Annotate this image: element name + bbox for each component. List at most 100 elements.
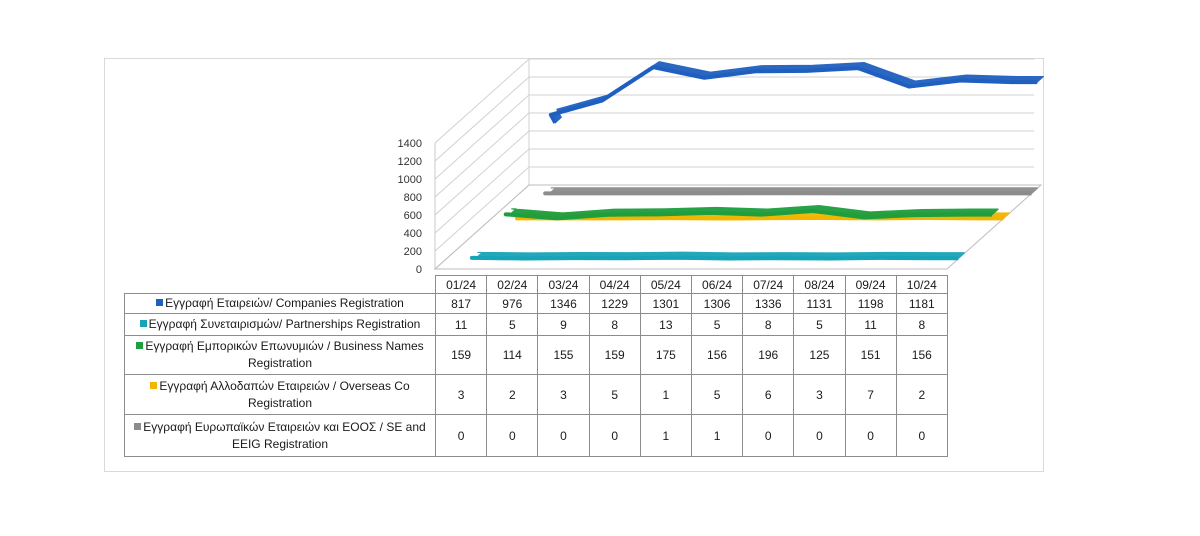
- data-label: 114: [486, 335, 539, 375]
- table-row: Εγγραφή Ευρωπαϊκών Εταιρειών και ΕΟΟΣ / …: [124, 414, 948, 457]
- y-tick-label: 200: [404, 246, 422, 258]
- data-label: 1131: [793, 293, 846, 314]
- table-row: Εγγραφή Εταιρειών/ Companies Registratio…: [124, 293, 948, 314]
- data-label: 6: [742, 374, 795, 415]
- series-line: [548, 65, 1038, 124]
- x-tick-label: 03/24: [537, 275, 590, 294]
- data-label: 11: [844, 313, 897, 336]
- data-label: 5: [793, 313, 846, 336]
- data-label: 175: [639, 335, 692, 375]
- data-label: 1336: [742, 293, 795, 314]
- data-label: 3: [537, 374, 590, 415]
- legend-swatch: [134, 422, 142, 430]
- data-label: 0: [895, 414, 948, 457]
- legend-entry: Εγγραφή Εμπορικών Επωνυμιών / Business N…: [124, 335, 436, 375]
- data-label: 3: [793, 374, 846, 415]
- data-label: 2: [895, 374, 948, 415]
- legend-entry: Εγγραφή Συνεταιρισμών/ Partnerships Regi…: [124, 313, 436, 336]
- legend-swatch: [139, 320, 147, 327]
- x-tick-label: 06/24: [690, 275, 744, 294]
- legend-entry: Εγγραφή Αλλοδαπών Εταιρειών / Overseas C…: [124, 374, 436, 415]
- data-label: 156: [690, 335, 744, 375]
- legend-entry: Εγγραφή Ευρωπαϊκών Εταιρειών και ΕΟΟΣ / …: [124, 414, 436, 457]
- data-label: 159: [434, 335, 488, 375]
- x-tick-label: 05/24: [639, 275, 692, 294]
- data-label: 3: [434, 374, 488, 415]
- series-name: Εγγραφή Εταιρειών/ Companies Registratio…: [165, 296, 404, 310]
- y-tick-label: 1000: [398, 174, 422, 186]
- grid-depth-line: [434, 58, 530, 144]
- x-tick-label: 01/24: [434, 275, 488, 294]
- series-line: [503, 209, 993, 221]
- table-row: Εγγραφή Συνεταιρισμών/ Partnerships Regi…: [124, 313, 948, 336]
- data-label: 5: [690, 374, 744, 415]
- chart-floor: [433, 184, 1043, 270]
- data-label: 0: [486, 414, 539, 457]
- grid-depth-line: [434, 76, 530, 162]
- data-label: 9: [537, 313, 590, 336]
- y-tick-label: 1400: [398, 138, 422, 150]
- x-tick-label: 04/24: [588, 275, 641, 294]
- table-row: Εγγραφή Εμπορικών Επωνυμιών / Business N…: [124, 335, 948, 375]
- series-name: Εγγραφή Αλλοδαπών Εταιρειών / Overseas C…: [159, 378, 410, 410]
- series-line: [515, 215, 1004, 221]
- series-name: Εγγραφή Ευρωπαϊκών Εταιρειών και ΕΟΟΣ / …: [143, 419, 426, 451]
- x-tick-label: 09/24: [844, 275, 897, 294]
- chart-data-table: 01/24 02/24 03/24 04/24 05/24 06/24 07/24 08/24…: [124, 275, 948, 457]
- grid-depth-line: [434, 148, 530, 234]
- series-name: Εγγραφή Εμπορικών Επωνυμιών / Business N…: [145, 339, 424, 370]
- data-label: 156: [895, 335, 948, 375]
- data-label: 13: [639, 313, 692, 336]
- grid-depth-line: [434, 130, 530, 216]
- data-label: 159: [588, 335, 641, 375]
- data-label: 0: [537, 414, 590, 457]
- data-label: 1: [690, 414, 744, 457]
- data-label: 0: [434, 414, 488, 457]
- data-label: 7: [844, 374, 897, 415]
- data-label: 0: [742, 414, 795, 457]
- data-label: 0: [844, 414, 897, 457]
- y-tick-label: 1200: [398, 156, 422, 168]
- legend-swatch: [150, 381, 158, 389]
- y-tick-label: 800: [404, 192, 422, 204]
- x-tick-label: 02/24: [486, 275, 539, 294]
- legend-swatch: [136, 342, 144, 349]
- legend-entry: Εγγραφή Εταιρειών/ Companies Registratio…: [124, 293, 436, 314]
- legend-swatch: [156, 299, 164, 306]
- series-line: [469, 255, 959, 261]
- x-tick-label: 10/24: [895, 275, 948, 294]
- series-name: Εγγραφή Συνεταιρισμών/ Partnerships Regi…: [148, 317, 421, 331]
- data-label: 8: [588, 313, 641, 336]
- y-tick-label: 400: [404, 228, 422, 240]
- data-label: 5: [486, 313, 539, 336]
- data-label: 0: [793, 414, 846, 457]
- data-label: 196: [742, 335, 795, 375]
- table-corner: [125, 276, 436, 294]
- y-tick-label: 0: [416, 264, 422, 276]
- data-label: 5: [690, 313, 744, 336]
- x-tick-label: 08/24: [793, 275, 846, 294]
- grid-depth-line: [434, 112, 530, 198]
- data-label: 1229: [588, 293, 641, 314]
- data-label: 8: [742, 313, 795, 336]
- data-label: 1346: [537, 293, 590, 314]
- data-label: 151: [844, 335, 897, 375]
- data-label: 817: [434, 293, 488, 314]
- y-tick-label: 600: [404, 210, 422, 222]
- data-label: 5: [588, 374, 641, 415]
- table-row: Εγγραφή Αλλοδαπών Εταιρειών / Overseas C…: [124, 374, 948, 415]
- data-label: 11: [434, 313, 488, 336]
- data-label: 8: [895, 313, 948, 336]
- data-label: 1306: [690, 293, 744, 314]
- data-label: 2: [486, 374, 539, 415]
- data-label: 155: [537, 335, 590, 375]
- data-label: 976: [486, 293, 539, 314]
- data-label: 1: [639, 374, 692, 415]
- data-label: 125: [793, 335, 846, 375]
- data-label: 1181: [895, 293, 948, 314]
- data-label: 1301: [639, 293, 692, 314]
- data-label: 0: [588, 414, 641, 457]
- grid-depth-line: [434, 94, 530, 180]
- data-label: 1: [639, 414, 692, 457]
